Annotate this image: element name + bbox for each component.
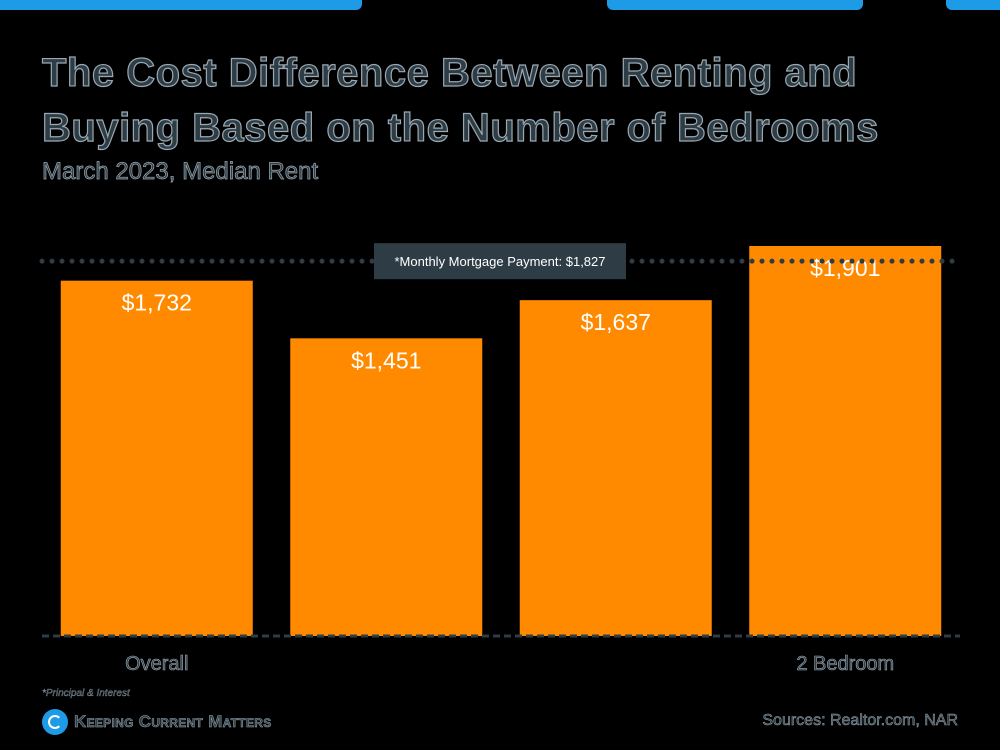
top-accent-bar-middle xyxy=(607,0,863,10)
chart-subtitle: March 2023, Median Rent xyxy=(42,158,319,186)
category-label: Overall xyxy=(125,653,188,675)
kcm-logo-icon xyxy=(42,709,68,735)
bar-value-label: $1,637 xyxy=(581,309,651,335)
footnote: *Principal & Interest xyxy=(42,688,130,699)
bar-2 xyxy=(290,338,483,636)
bar-3 xyxy=(519,300,712,636)
top-accent-bar-left xyxy=(0,0,362,10)
top-accent-bar-right xyxy=(946,0,1000,10)
reference-callout-box xyxy=(374,243,626,280)
bar-1 xyxy=(60,280,253,636)
bar-value-label: $1,901 xyxy=(810,255,880,281)
reference-callout-label: *Monthly Mortgage Payment: $1,827 xyxy=(394,254,605,269)
category-label: 2 Bedroom xyxy=(796,653,894,675)
bar-value-label: $1,451 xyxy=(351,347,421,373)
sources-text: Sources: Realtor.com, NAR xyxy=(762,712,958,730)
bar-value-label: $1,732 xyxy=(122,290,192,316)
brand-logo: Keeping Current Matters xyxy=(42,708,272,736)
bar-4 xyxy=(749,246,942,636)
brand-name: Keeping Current Matters xyxy=(74,712,272,732)
chart-title: The Cost Difference Between Renting and … xyxy=(41,50,879,150)
